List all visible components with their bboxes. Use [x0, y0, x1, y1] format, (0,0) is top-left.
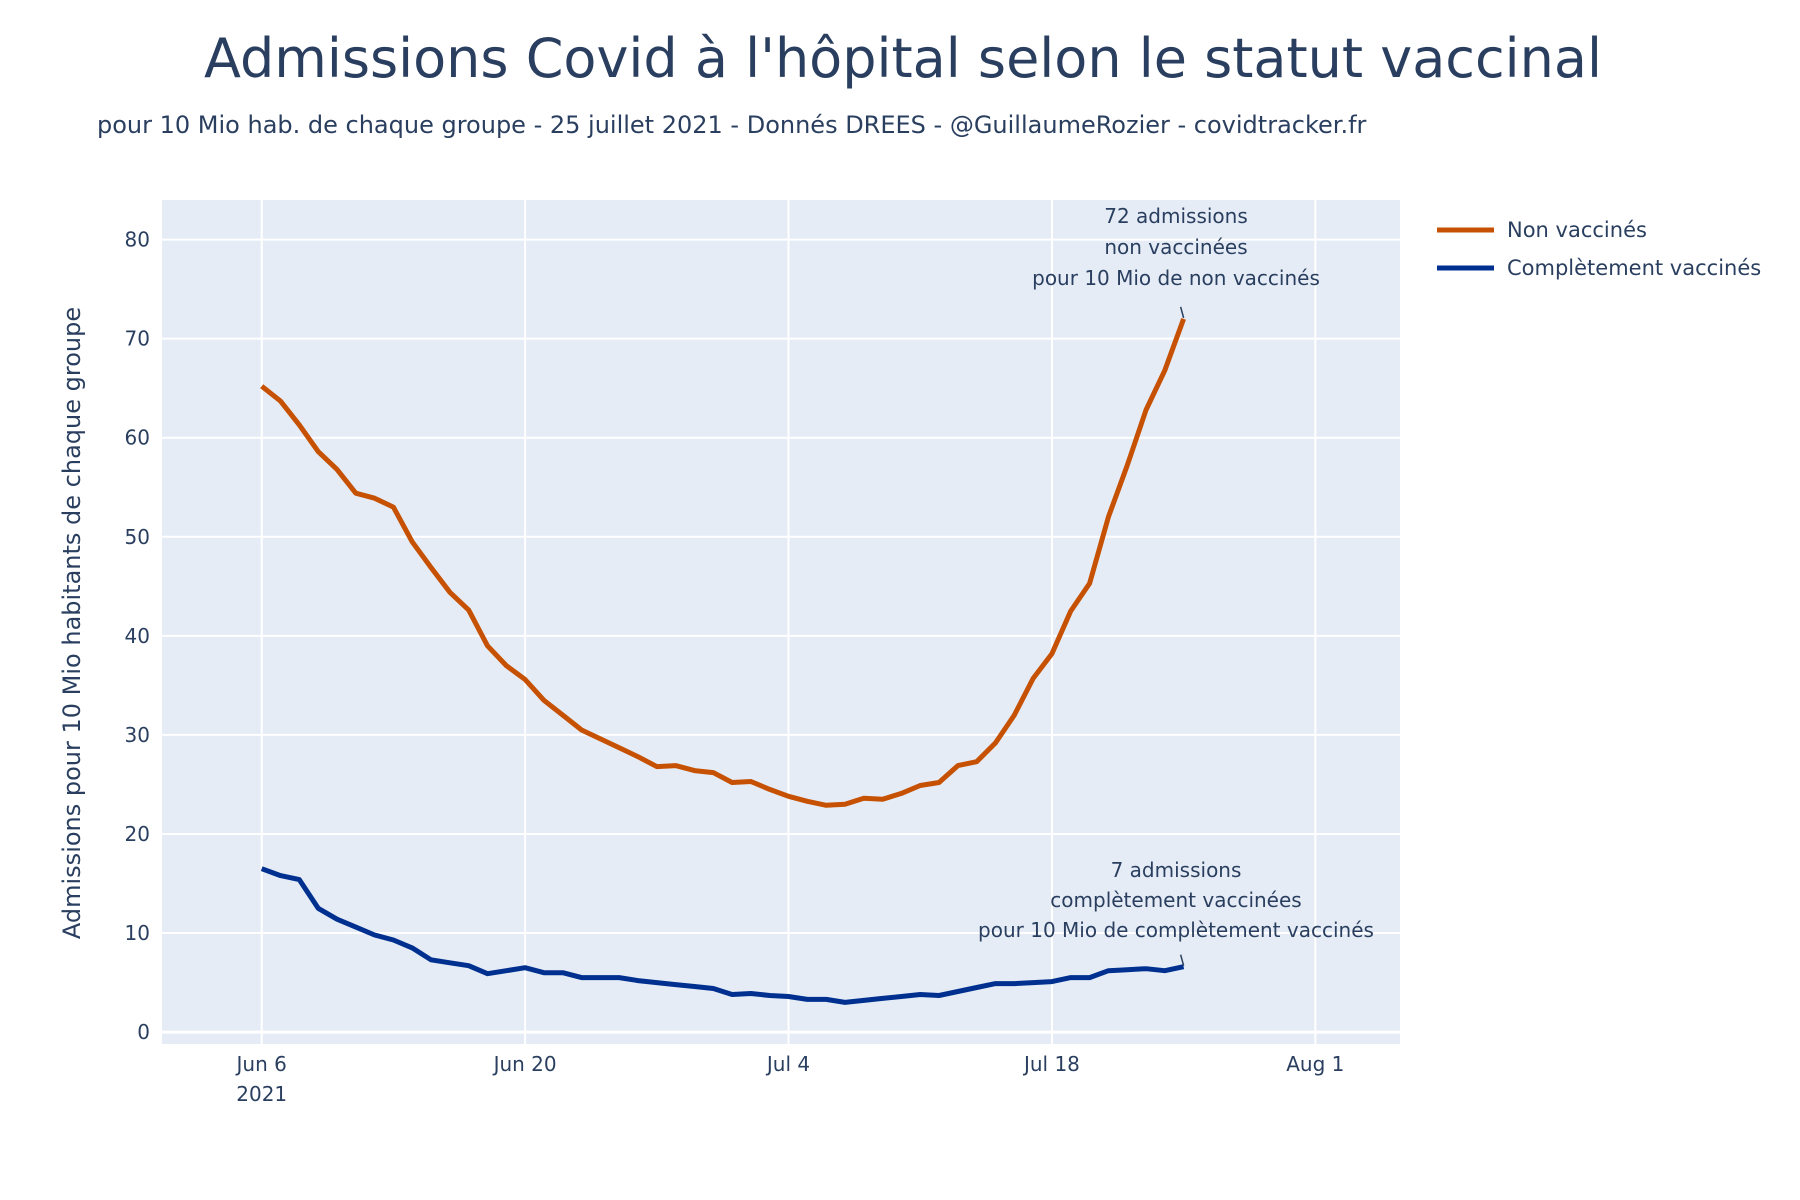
annotation-text: complètement vaccinées — [1050, 888, 1301, 912]
x-tick-sublabel: 2021 — [236, 1082, 287, 1106]
y-tick-label: 80 — [125, 228, 150, 252]
series-lines — [260, 318, 1186, 1005]
annotation-text: 7 admissions — [1111, 858, 1242, 882]
y-tick-label: 40 — [125, 624, 150, 648]
grid — [162, 200, 1400, 1044]
chart-subtitle: pour 10 Mio hab. de chaque groupe - 25 j… — [97, 111, 1367, 139]
annotation-text: non vaccinées — [1104, 235, 1247, 259]
plot-area — [162, 200, 1400, 1044]
y-tick-label: 60 — [125, 426, 150, 450]
legend[interactable]: Non vaccinés Complètement vaccinés — [1437, 218, 1761, 280]
x-tick-label: Jul 4 — [765, 1052, 810, 1076]
y-tick-label: 20 — [125, 822, 150, 846]
legend-item-0[interactable]: Non vaccinés — [1507, 218, 1647, 242]
y-tick-label: 0 — [137, 1020, 150, 1044]
y-tick-label: 50 — [125, 525, 150, 549]
y-tick-label: 30 — [125, 723, 150, 747]
annotation-arrow — [1179, 954, 1185, 966]
annotation-text: pour 10 Mio de complètement vaccinés — [978, 918, 1374, 942]
x-tick-label: Jun 6 — [235, 1052, 287, 1076]
x-tick-label: Aug 1 — [1286, 1052, 1344, 1076]
series-line-0 — [260, 318, 1186, 808]
y-axis-title: Admissions pour 10 Mio habitants de chaq… — [58, 307, 86, 939]
y-tick-label: 10 — [125, 921, 150, 945]
x-tick-label: Jun 20 — [492, 1052, 557, 1076]
chart-title: Admissions Covid à l'hôpital selon le st… — [204, 27, 1602, 90]
y-tick-label: 70 — [125, 327, 150, 351]
y-axis: 0 10 20 30 40 50 60 70 80 — [125, 228, 150, 1044]
x-axis: Jun 6 2021 Jun 20 Jul 4 Jul 18 Aug 1 — [235, 1052, 1345, 1106]
annotation-text: pour 10 Mio de non vaccinés — [1032, 266, 1320, 290]
annotation-arrow — [1179, 306, 1185, 319]
annotations: 72 admissions non vaccinées pour 10 Mio de… — [978, 204, 1374, 966]
series-line-1 — [260, 866, 1185, 1005]
x-tick-label: Jul 18 — [1022, 1052, 1080, 1076]
legend-item-1[interactable]: Complètement vaccinés — [1507, 256, 1761, 280]
annotation-text: 72 admissions — [1104, 204, 1248, 228]
